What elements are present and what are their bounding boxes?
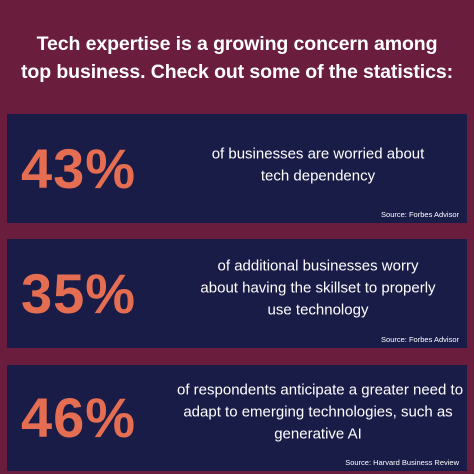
headline: Tech expertise is a growing concern amon… <box>0 30 474 86</box>
stat-value-2: 35% <box>21 261 137 325</box>
stat-description-1: of businesses are worried about tech dep… <box>177 143 459 187</box>
stat-description-1-line-2: tech dependency <box>260 166 376 184</box>
stat-description-3: of respondents anticipate a greater need… <box>177 380 464 446</box>
stat-source-3: Source: Harvard Business Review <box>345 458 459 467</box>
stat-value-3: 46% <box>21 386 137 449</box>
headline-line-1: Tech expertise is a growing concern amon… <box>36 33 438 55</box>
stat-panel-2: 35% of additional businesses worry about… <box>7 239 467 348</box>
stat-value-1: 43% <box>21 136 137 200</box>
stat-description-3-line-1: of respondents anticipate a greater need… <box>177 381 464 399</box>
stat-description-1-line-1: of businesses are worried about <box>211 144 425 162</box>
stat-panel-3: 46% of respondents anticipate a greater … <box>7 365 467 471</box>
stat-description-3-line-3: generative AI <box>274 425 362 443</box>
stat-panel-1: 43% of businesses are worried about tech… <box>7 114 467 223</box>
stat-source-1: Source: Forbes Advisor <box>381 210 459 219</box>
stat-description-2-line-1: of additional businesses worry <box>217 257 419 275</box>
stat-source-2: Source: Forbes Advisor <box>381 335 459 344</box>
stat-description-2-line-2: about having the skillset to properly <box>200 279 436 297</box>
stat-description-2: of additional businesses worry about hav… <box>177 255 459 321</box>
stat-description-2-line-3: use technology <box>267 301 369 319</box>
headline-line-2: top business. Check out some of the stat… <box>21 61 453 83</box>
stat-description-3-line-2: adapt to emerging technologies, such as <box>183 403 453 421</box>
